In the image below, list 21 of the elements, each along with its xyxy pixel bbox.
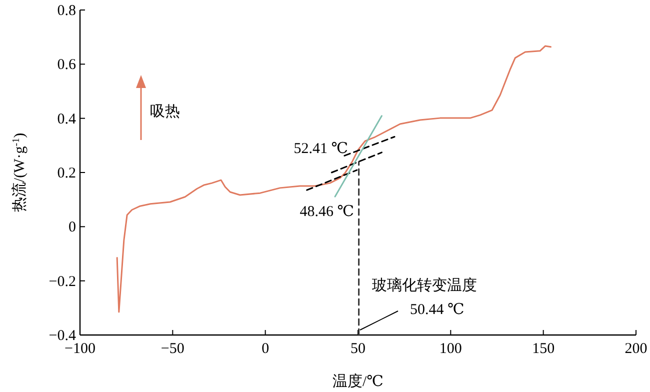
x-axis-title: 温度/℃ — [332, 373, 384, 390]
annotation: 52.41 ℃ — [294, 141, 348, 157]
x-tick-label: 50 — [350, 341, 366, 357]
annotation: 玻璃化转变温度 — [372, 277, 477, 294]
x-tick-label: −50 — [160, 341, 184, 357]
y-tick-label: 0.4 — [57, 111, 76, 128]
annotation: 吸热 — [150, 104, 180, 120]
annotation: 50.44 ℃ — [410, 302, 464, 318]
x-tick-label: 0 — [262, 341, 270, 357]
x-tick-label: 150 — [532, 341, 555, 357]
y-tick-label: −0.4 — [48, 328, 76, 344]
x-tick-label: 100 — [439, 341, 462, 357]
y-tick-label: −0.2 — [48, 274, 76, 290]
y-tick-label: 0.2 — [57, 166, 76, 182]
y-tick-label: 0.8 — [57, 3, 76, 19]
annotation: 48.46 ℃ — [300, 204, 354, 220]
y-tick-label: 0.6 — [57, 57, 76, 74]
y-tick-label: 0 — [68, 220, 76, 236]
x-tick-label: 200 — [624, 341, 648, 357]
line-series — [116, 45, 552, 313]
x-tick-label: −100 — [64, 341, 96, 357]
